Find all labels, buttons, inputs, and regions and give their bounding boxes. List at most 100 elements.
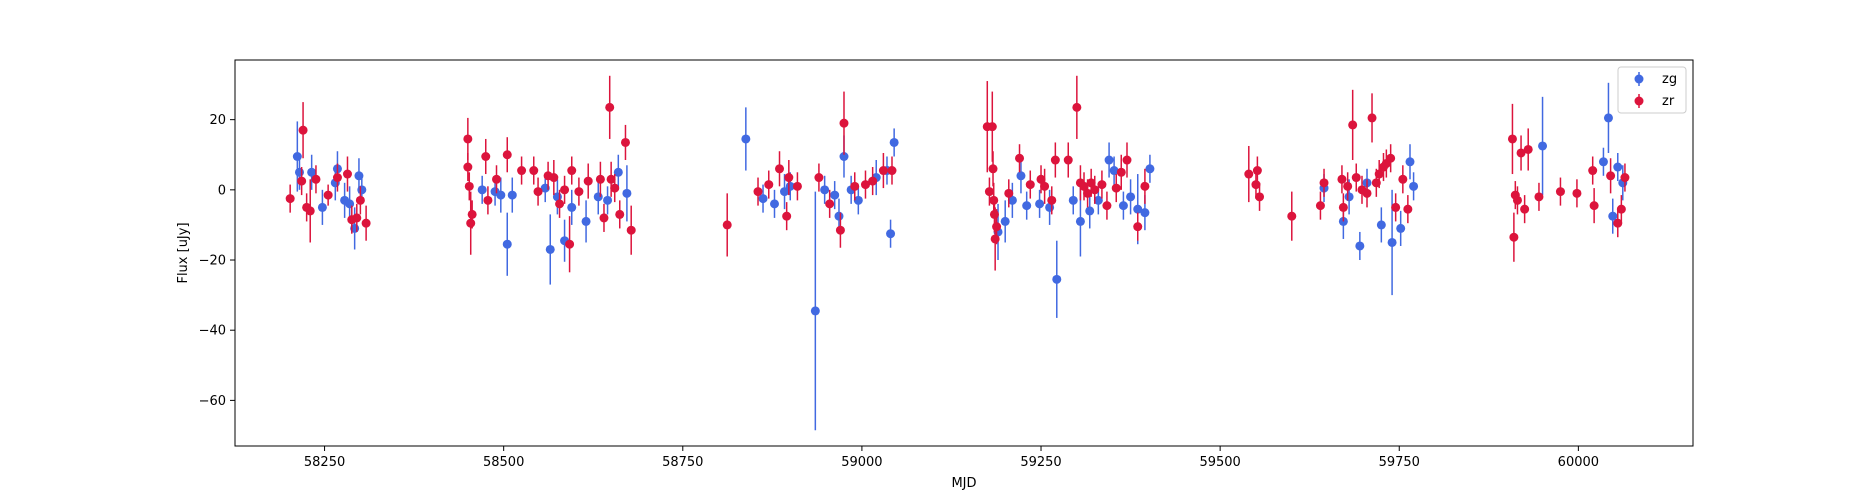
zg-point (780, 187, 790, 197)
zg-point (357, 185, 367, 195)
zr-point (549, 173, 559, 183)
zr-point (1403, 204, 1413, 214)
zr-point (467, 209, 477, 219)
zg-point (1409, 181, 1419, 191)
zg-point (502, 239, 512, 249)
zr-point (492, 174, 502, 184)
zr-point (1616, 204, 1626, 214)
zg-point (603, 195, 613, 205)
zr-point (839, 118, 849, 128)
zr-point (988, 164, 998, 174)
x-axis: 58250 58500 58750 59000 59250 59500 59750 60000 (304, 446, 1599, 470)
zg-point (1126, 192, 1136, 202)
x-tick-label-59250: 59250 (1020, 455, 1061, 470)
zg-point (581, 216, 591, 226)
zr-point (565, 239, 575, 249)
zr-point (517, 166, 527, 176)
data-marks (285, 75, 1630, 431)
zr-point (987, 122, 997, 132)
zr-point (1063, 155, 1073, 165)
zr-point (1337, 174, 1347, 184)
zg-point (307, 167, 317, 177)
zg-point (567, 202, 577, 212)
plot-frame (234, 59, 1694, 447)
x-tick-label-59500: 59500 (1199, 455, 1240, 470)
zr-point (466, 218, 476, 228)
zr-point (599, 213, 609, 223)
y-axis-label: Flux [uJy] (176, 222, 191, 283)
zr-point (1004, 188, 1014, 198)
zr-point (1047, 195, 1057, 205)
zr-point (1015, 153, 1025, 163)
zr-point (464, 181, 474, 191)
zr-point (606, 174, 616, 184)
zr-point (361, 218, 371, 228)
zg-point (1035, 199, 1045, 209)
zr-point (992, 222, 1002, 232)
zr-point (1036, 174, 1046, 184)
zr-point (887, 166, 897, 176)
legend-label-zr: zr (1662, 94, 1675, 109)
zr-point (483, 195, 493, 205)
zg-point (839, 152, 849, 161)
zr-point (352, 213, 362, 223)
zr-point (620, 137, 630, 147)
zr-point (835, 225, 845, 235)
zg-point (345, 199, 355, 209)
zg-point (496, 190, 506, 200)
zg-point (886, 229, 896, 239)
zg-point (292, 152, 302, 161)
zr-point (311, 174, 321, 184)
zr-point (825, 199, 835, 209)
x-tick-label-59000: 59000 (841, 455, 882, 470)
zr-point (610, 183, 620, 193)
zr-point (463, 162, 473, 172)
legend: zg zr (1617, 66, 1687, 114)
zg-point (294, 167, 304, 177)
zr-point (1251, 180, 1261, 190)
zr-point (533, 187, 543, 197)
zg-point (613, 167, 623, 177)
zg-point (1145, 164, 1155, 174)
y-tick-label--40: −40 (199, 324, 226, 339)
zr-point (560, 185, 570, 195)
zr-point (1102, 201, 1112, 211)
zr-point (1348, 120, 1358, 130)
zg-point (853, 195, 863, 205)
zr-point (784, 173, 794, 183)
zr-point (323, 190, 333, 200)
x-tick-label-58750: 58750 (662, 455, 703, 470)
zg-point (741, 134, 751, 144)
zg-point (1118, 201, 1128, 211)
zr-point (1252, 166, 1262, 176)
zr-point (722, 220, 732, 230)
zr-point (1343, 181, 1353, 191)
zr-point (753, 187, 763, 197)
zg-point (1133, 204, 1143, 214)
zr-point (595, 174, 605, 184)
zg-point (1538, 141, 1548, 151)
zg-point (1000, 216, 1010, 226)
zr-point (1097, 180, 1107, 190)
zg-point (1104, 155, 1114, 165)
series-zg (292, 82, 1628, 431)
series-zr (285, 75, 1630, 273)
zg-point (1598, 157, 1608, 167)
zr-point (1025, 180, 1035, 190)
zg-point (810, 306, 820, 316)
x-tick-label-58250: 58250 (304, 455, 345, 470)
zr-point (1507, 134, 1517, 144)
zg-point (545, 244, 555, 254)
zr-point (1523, 144, 1533, 154)
zr-point (463, 134, 473, 144)
zg-point (769, 199, 779, 209)
zr-point (1351, 173, 1361, 183)
zr-point (764, 180, 774, 190)
zr-point (481, 152, 491, 161)
zr-point (1255, 192, 1265, 202)
zr-point (342, 169, 352, 179)
zg-point (1085, 206, 1095, 216)
zg-point (1355, 241, 1365, 251)
zr-point (1244, 169, 1254, 179)
zr-point (1512, 195, 1522, 205)
